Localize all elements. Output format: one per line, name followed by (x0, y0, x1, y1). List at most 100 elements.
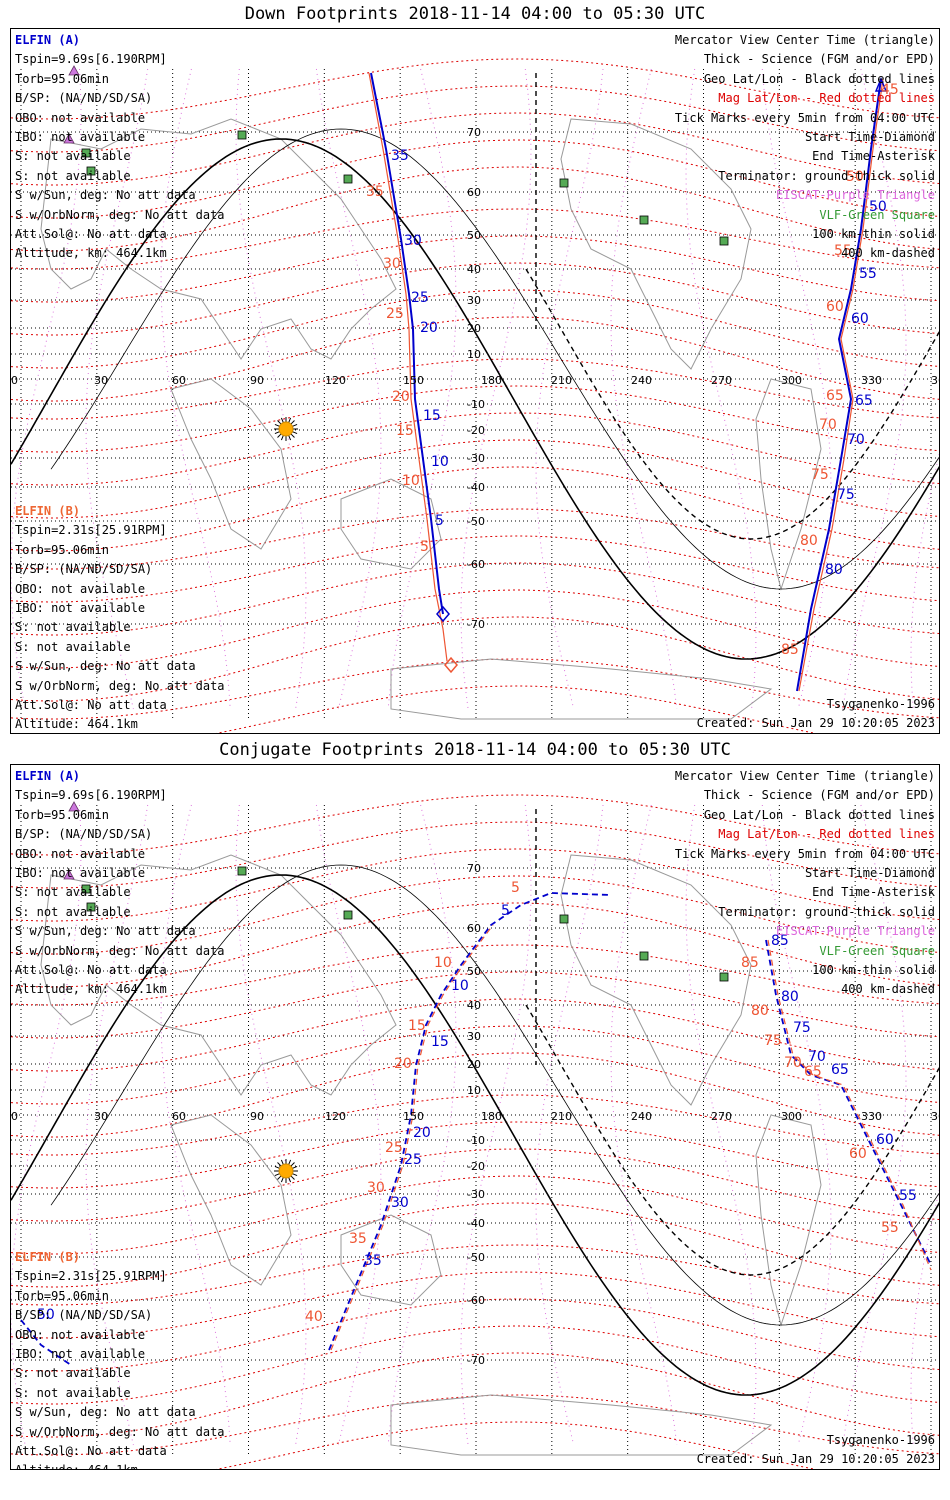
coastline (560, 118, 752, 370)
model-name: Tsyganenko-1996 (826, 1433, 935, 1447)
sun-ray (274, 1173, 280, 1177)
lat-label: -20 (467, 424, 485, 437)
mag-meridian (761, 68, 832, 710)
lon-label: 60 (172, 374, 186, 387)
vlf-stations (63, 65, 729, 246)
sat-a-name: ELFIN (A) (15, 33, 81, 47)
down-footprints-map: 0 30 60 90 120 150 180 210 240 270 300 330 360 70 60 50… (10, 28, 940, 734)
lat-label: 20 (467, 322, 481, 335)
lat-label: 60 (467, 186, 481, 199)
terminator-100km (50, 128, 939, 590)
lat-label: -70 (467, 618, 485, 631)
mag-parallel (11, 658, 939, 720)
sun-ray (274, 423, 280, 427)
mag-meridian (535, 68, 604, 710)
coastline (170, 378, 292, 550)
sun-ray (292, 423, 298, 427)
footprint-time-label: 5 (501, 903, 510, 919)
lat-label: -70 (467, 1354, 485, 1367)
sat-a-lines: Tspin=9.69s[6.190RPM] Torb=95.06min B/SP: … (15, 786, 225, 999)
mag-parallel (11, 208, 939, 270)
eiscat-station-marker (68, 801, 80, 812)
mag-parallel (11, 58, 939, 120)
mag-grid (11, 794, 939, 1469)
footprint-time-label: 40 (305, 1309, 323, 1325)
mag-parallel (11, 1148, 939, 1222)
footprint-time-label: 60 (849, 1146, 867, 1162)
footprint-time-label: 75 (764, 1033, 782, 1049)
mag-parallel (11, 166, 939, 252)
map-canvas: 0 30 60 90 120 150 180 210 240 270 300 330 360 70 60 50… (11, 794, 939, 1469)
footprint-time-label: 80 (751, 1003, 769, 1019)
footprint-time-label: 60 (876, 1132, 894, 1148)
mag-parallel (11, 1352, 939, 1438)
sun-ray (288, 435, 292, 441)
footprint-time-label: 85 (741, 955, 759, 971)
mag-parallel (11, 1271, 939, 1339)
info-line: S w/Sun, deg: No att data (15, 659, 196, 674)
lat-label: -40 (467, 1217, 485, 1230)
info-line: OBO: not available (15, 846, 146, 861)
coastline (40, 118, 397, 360)
lat-label: 20 (467, 1058, 481, 1071)
mag-parallel (11, 358, 939, 420)
lat-label: -10 (467, 398, 485, 411)
mag-parallel (11, 1094, 939, 1156)
lon-label: 300 (781, 1110, 802, 1123)
terminator-ground (11, 874, 939, 1396)
track-a-pass1 (370, 72, 444, 615)
sat-a-info: ELFIN (A) Tspin=9.69s[6.190RPM] Torb=95.0… (15, 767, 225, 1000)
footprint-time-label: 15 (396, 423, 414, 439)
terminator-400km (525, 1004, 939, 1276)
vlf-station-marker (81, 884, 91, 894)
lon-label: 0 (11, 374, 18, 387)
mag-parallel (11, 85, 939, 153)
mag-parallel (11, 971, 939, 1039)
lat-label: 60 (467, 922, 481, 935)
vlf-station-marker (639, 951, 649, 961)
footprint-time-label: 35 (366, 184, 384, 200)
footprint-time-label: 60 (826, 299, 844, 315)
sun-ray (288, 1177, 292, 1183)
footprint-time-label: 5 (435, 513, 444, 529)
mag-parallel (215, 685, 817, 733)
info-line: S w/Sun, deg: No att data (15, 924, 196, 939)
sat-a-name: ELFIN (A) (15, 769, 81, 783)
info-line: IBO: not available (15, 1347, 146, 1362)
sun-ray (292, 431, 298, 435)
info-line: Torb=95.06min (15, 542, 109, 557)
mag-parallel (11, 821, 939, 889)
track-a-pass3 (20, 1319, 72, 1366)
vlf-station-marker (343, 174, 353, 184)
footprint-time-label: 55 (881, 1220, 899, 1236)
mag-meridian (235, 804, 307, 1446)
info-line: S w/OrbNorm, deg: No att data (15, 678, 225, 693)
sat-b-info: ELFIN (B) Tspin=2.31s[25.91RPM] Torb=95.0… (15, 502, 225, 733)
lat-label: 40 (467, 999, 481, 1012)
lon-label: 0 (11, 1110, 18, 1123)
coastline (340, 1214, 442, 1306)
mag-meridian (315, 68, 382, 710)
info-line: Altitude, km: 464.1km (15, 246, 167, 261)
sun-ray (288, 1159, 292, 1165)
info-line: Att.Sol@: No att data (15, 698, 167, 713)
footprint-time-label: 35 (391, 148, 409, 164)
lon-label: 150 (403, 1110, 424, 1123)
sun-ray (290, 420, 295, 425)
legend-item: Mercator View Center Time (triangle) (674, 769, 935, 783)
lon-label: 150 (403, 374, 424, 387)
info-line: Tspin=2.31s[25.91RPM] (15, 523, 167, 538)
lon-label: 60 (172, 1110, 186, 1123)
sun-ray (280, 417, 284, 423)
lat-label: 10 (467, 1084, 481, 1097)
footprint-time-label: 15 (431, 1034, 449, 1050)
footprint-time-label: 65 (831, 1062, 849, 1078)
sat-b-name: ELFIN (B) (15, 1250, 81, 1264)
lon-label: 180 (481, 1110, 502, 1123)
info-line: Tspin=9.69s[6.190RPM] (15, 788, 167, 803)
footprint-time-label: 70 (847, 432, 865, 448)
mag-parallel (11, 1202, 939, 1288)
lon-label: 120 (325, 1110, 346, 1123)
track-b-pass1 (330, 924, 494, 1351)
vlf-station-marker (86, 166, 96, 176)
